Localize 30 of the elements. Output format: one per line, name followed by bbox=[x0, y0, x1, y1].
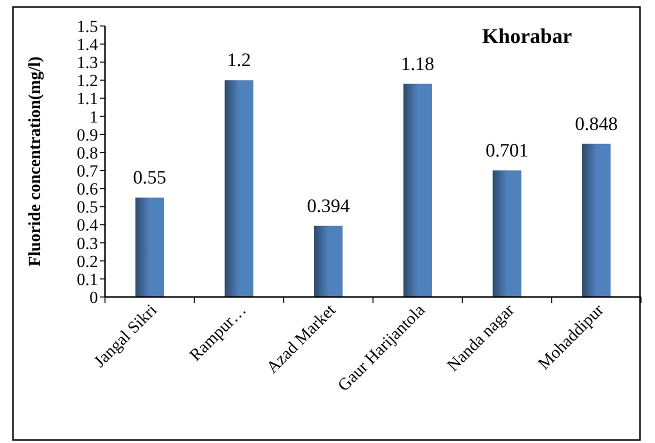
y-tick-label: 0.9 bbox=[76, 125, 98, 144]
y-tick-label: 0.5 bbox=[76, 198, 98, 217]
chart-title: Khorabar bbox=[482, 24, 572, 48]
data-label: 0.394 bbox=[306, 196, 350, 217]
bar bbox=[135, 198, 164, 297]
bar bbox=[224, 80, 254, 297]
y-tick-label: 0.1 bbox=[76, 270, 98, 289]
y-tick-label: 1.5 bbox=[76, 16, 98, 36]
y-tick-label: 1.3 bbox=[76, 53, 98, 72]
bar bbox=[582, 144, 611, 297]
data-label: 0.848 bbox=[574, 114, 618, 135]
y-tick-label: 0.8 bbox=[76, 143, 98, 162]
y-tick-label: 0.6 bbox=[76, 180, 98, 199]
y-tick-label: 0.7 bbox=[76, 161, 98, 180]
y-tick-label: 0.2 bbox=[76, 252, 98, 271]
data-label: 0.701 bbox=[486, 140, 528, 162]
y-tick-label: 0 bbox=[90, 288, 98, 307]
bar bbox=[314, 226, 343, 297]
y-tick-label: 0.4 bbox=[76, 216, 98, 235]
y-tick-label: 1 bbox=[90, 107, 98, 126]
data-label: 1.2 bbox=[227, 50, 251, 72]
bar bbox=[403, 84, 432, 297]
data-label: 0.55 bbox=[133, 168, 166, 189]
bar bbox=[492, 170, 522, 297]
y-tick-label: 1.1 bbox=[76, 89, 98, 108]
y-tick-label: 1.2 bbox=[76, 71, 98, 90]
y-axis-title: Fluoride concentration(mg/l) bbox=[25, 56, 44, 267]
data-label: 1.18 bbox=[401, 54, 434, 75]
y-tick-label: 0.3 bbox=[76, 234, 98, 253]
y-tick-label: 1.4 bbox=[76, 35, 98, 54]
